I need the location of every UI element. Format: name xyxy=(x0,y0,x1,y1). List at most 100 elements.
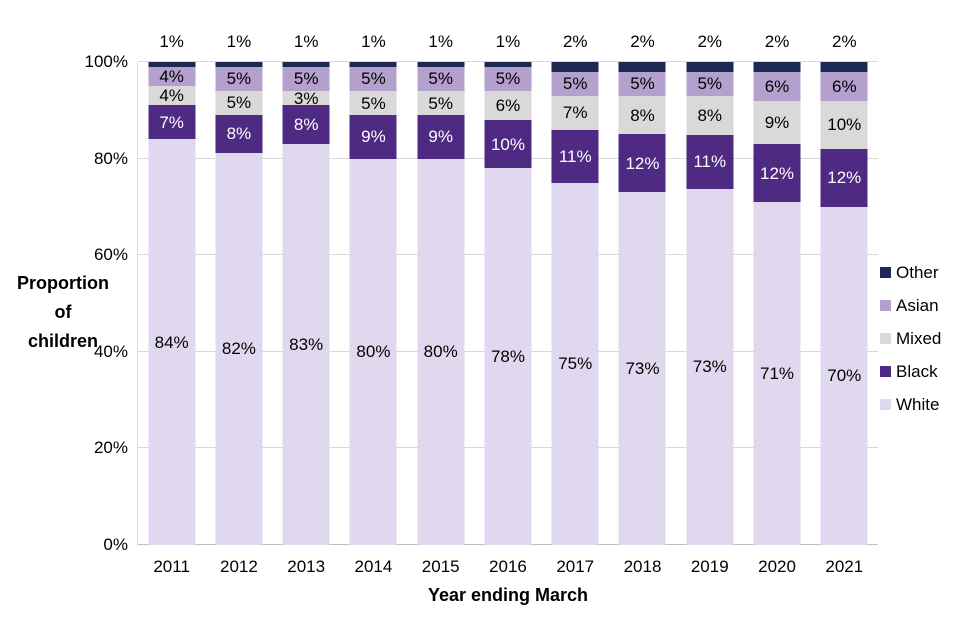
data-label-mixed: 3% xyxy=(293,88,319,108)
x-tick-label-2021: 2021 xyxy=(825,557,864,576)
y-axis-title-line: children xyxy=(27,331,98,351)
stacked-bar-2015: 5% 5% 9% 80% xyxy=(417,62,465,545)
data-label-asian: 5% xyxy=(495,69,521,89)
bar-segment-asian: 5% xyxy=(686,71,734,97)
bar-segment-asian: 6% xyxy=(753,71,801,101)
data-label-mixed: 8% xyxy=(630,105,655,125)
data-label-other: 1% xyxy=(495,32,521,51)
bar-slot-2017: 2% 5% 7% 11% 75% xyxy=(542,32,609,545)
x-tick-label-2019: 2019 xyxy=(690,557,729,576)
data-label-asian: 5% xyxy=(361,69,386,89)
data-label-asian: 5% xyxy=(697,74,723,94)
bar-segment-black: 7% xyxy=(148,105,196,140)
legend-item-mixed: Mixed xyxy=(880,322,941,355)
stacked-bar-2014: 5% 5% 9% 80% xyxy=(349,62,397,545)
y-tick-label: 20% xyxy=(93,438,128,458)
data-label-white: 82% xyxy=(221,339,256,359)
bar-slot-2020: 2% 6% 9% 12% 71% xyxy=(743,32,810,545)
x-tick-label-2018: 2018 xyxy=(623,557,662,576)
bar-segment-black: 8% xyxy=(215,114,263,153)
bar-slot-2018: 2% 5% 8% 12% 73% xyxy=(609,32,676,545)
data-label-white: 84% xyxy=(154,332,189,352)
bar-segment-asian: 5% xyxy=(282,66,330,91)
bar-segment-other xyxy=(215,62,263,67)
bar-segment-other xyxy=(484,62,532,67)
bar-segment-mixed: 6% xyxy=(484,90,532,120)
bar-segment-mixed: 9% xyxy=(753,100,801,145)
data-label-mixed: 5% xyxy=(361,93,386,113)
data-label-white: 75% xyxy=(558,354,593,374)
bar-segment-mixed: 5% xyxy=(417,90,465,116)
x-axis-title: Year ending March xyxy=(427,585,589,605)
bar-segment-white: 73% xyxy=(618,192,666,545)
stacked-bar-2016: 5% 6% 10% 78% xyxy=(484,62,532,545)
bar-segment-white: 75% xyxy=(551,182,599,545)
y-tick-label: 60% xyxy=(93,245,128,265)
bar-segment-mixed: 5% xyxy=(349,90,397,116)
bar-segment-asian: 5% xyxy=(618,71,666,96)
plot-area: 1% 4% 4% 7% 84% 1% 5% 5% 8% 82% 1% 5% 3% 8% 83% 1% 5% 5% 9… xyxy=(137,32,878,545)
legend-item-black: Black xyxy=(880,355,941,388)
legend-label: White xyxy=(896,394,940,414)
data-label-other: 2% xyxy=(562,32,588,51)
bar-segment-other xyxy=(551,62,599,72)
data-label-black: 9% xyxy=(361,127,386,147)
data-label-asian: 6% xyxy=(831,76,857,96)
bar-segment-white: 78% xyxy=(484,168,532,545)
bar-segment-mixed: 7% xyxy=(551,95,599,130)
y-axis-title-line: Proportion xyxy=(17,273,109,293)
data-label-white: 83% xyxy=(289,335,324,355)
legend-swatch-icon xyxy=(880,399,891,410)
stacked-bar-2018: 5% 8% 12% 73% xyxy=(618,62,666,545)
stacked-bar-2012: 5% 5% 8% 82% xyxy=(215,62,263,545)
bar-slot-2015: 1% 5% 5% 9% 80% xyxy=(407,32,474,545)
data-label-mixed: 9% xyxy=(764,112,790,132)
x-tick-label-2012: 2012 xyxy=(219,557,258,576)
bar-segment-asian: 5% xyxy=(349,66,397,91)
x-tick-label-2011: 2011 xyxy=(153,557,190,576)
legend-label: Other xyxy=(896,262,939,282)
data-label-black: 11% xyxy=(558,146,592,166)
stacked-bar-2020: 6% 9% 12% 71% xyxy=(753,62,801,545)
bar-segment-white: 71% xyxy=(753,202,801,545)
x-axis-labels: 2011 2012 2013 2014 2015 2016 2017 2018 2019 2020… xyxy=(138,557,878,577)
bar-segment-asian: 5% xyxy=(215,66,263,91)
bar-slot-2021: 2% 6% 10% 12% 70% xyxy=(811,32,878,545)
bar-segment-mixed: 4% xyxy=(148,86,196,106)
data-label-white: 71% xyxy=(760,364,795,383)
gridline xyxy=(138,61,878,62)
bar-segment-mixed: 3% xyxy=(282,88,330,108)
x-tick-label-2013: 2013 xyxy=(287,557,326,576)
data-label-other: 2% xyxy=(630,32,655,51)
legend-item-white: White xyxy=(880,388,941,421)
data-label-white: 78% xyxy=(490,347,525,367)
y-tick-label: 40% xyxy=(93,341,128,361)
x-tick-label-2016: 2016 xyxy=(489,557,527,576)
stacked-bar-2021: 6% 10% 12% 70% xyxy=(820,62,868,545)
bar-segment-black: 8% xyxy=(282,105,330,145)
bar-segment-white: 80% xyxy=(417,158,465,545)
data-label-other: 2% xyxy=(697,32,723,51)
bar-segment-mixed: 5% xyxy=(215,90,263,115)
data-label-mixed: 4% xyxy=(159,86,184,106)
bar-slot-2019: 2% 5% 8% 11% 73% xyxy=(676,32,743,545)
bar-segment-black: 9% xyxy=(417,115,465,159)
stacked-bar-2011: 4% 4% 7% 84% xyxy=(148,62,196,545)
data-label-white: 73% xyxy=(692,357,727,377)
bar-segment-other xyxy=(282,62,330,67)
bar-segment-white: 84% xyxy=(148,139,196,545)
data-label-black: 10% xyxy=(490,134,525,154)
stacked-bar-2013: 5% 3% 8% 83% xyxy=(282,62,330,545)
legend-item-other: Other xyxy=(880,256,941,289)
bar-segment-asian: 5% xyxy=(484,66,532,91)
bar-segment-other xyxy=(820,62,868,72)
x-tick-label-2014: 2014 xyxy=(354,557,393,576)
stacked-bar-2017: 5% 7% 11% 75% xyxy=(551,62,599,545)
legend-swatch-icon xyxy=(880,300,891,311)
bar-segment-mixed: 8% xyxy=(618,95,666,135)
data-label-mixed: 10% xyxy=(827,115,862,135)
bar-area: 1% 4% 4% 7% 84% 1% 5% 5% 8% 82% 1% 5% 3% 8% 83% 1% 5% 5% 9… xyxy=(138,32,878,545)
legend-label: Mixed xyxy=(896,328,942,348)
data-label-other: 1% xyxy=(361,32,386,51)
bar-segment-mixed: 8% xyxy=(686,96,734,136)
